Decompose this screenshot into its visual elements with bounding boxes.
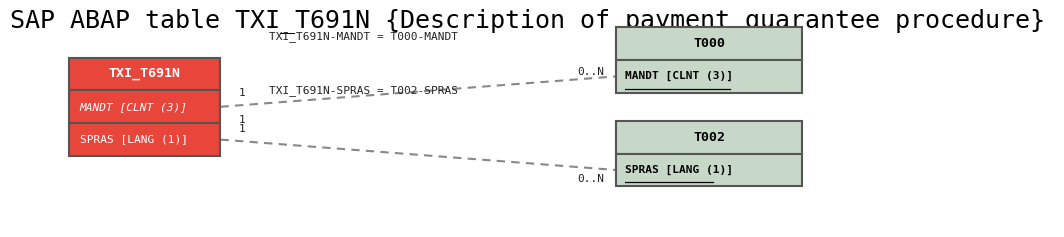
Text: 1
1: 1 1 xyxy=(239,115,246,134)
FancyBboxPatch shape xyxy=(616,60,802,93)
Text: 0..N: 0..N xyxy=(577,67,604,77)
FancyBboxPatch shape xyxy=(616,121,802,154)
Text: MANDT [CLNT (3)]: MANDT [CLNT (3)] xyxy=(80,102,187,112)
FancyBboxPatch shape xyxy=(69,58,220,90)
Text: TXI_T691N-SPRAS = T002-SPRAS: TXI_T691N-SPRAS = T002-SPRAS xyxy=(269,85,459,96)
Text: 1: 1 xyxy=(239,88,246,98)
Text: SPRAS [LANG (1)]: SPRAS [LANG (1)] xyxy=(625,165,733,175)
Text: TXI_T691N-MANDT = T000-MANDT: TXI_T691N-MANDT = T000-MANDT xyxy=(269,32,459,42)
FancyBboxPatch shape xyxy=(69,90,220,123)
Text: T000: T000 xyxy=(693,37,726,50)
Text: SPRAS [LANG (1)]: SPRAS [LANG (1)] xyxy=(80,135,187,145)
Text: MANDT [CLNT (3)]: MANDT [CLNT (3)] xyxy=(625,71,733,82)
Text: TXI_T691N: TXI_T691N xyxy=(109,68,181,81)
Text: 0..N: 0..N xyxy=(577,174,604,184)
FancyBboxPatch shape xyxy=(616,154,802,187)
Text: SAP ABAP table TXI_T691N {Description of payment guarantee procedure}: SAP ABAP table TXI_T691N {Description of… xyxy=(10,9,1045,33)
FancyBboxPatch shape xyxy=(69,123,220,156)
FancyBboxPatch shape xyxy=(616,27,802,60)
Text: T002: T002 xyxy=(693,131,726,144)
